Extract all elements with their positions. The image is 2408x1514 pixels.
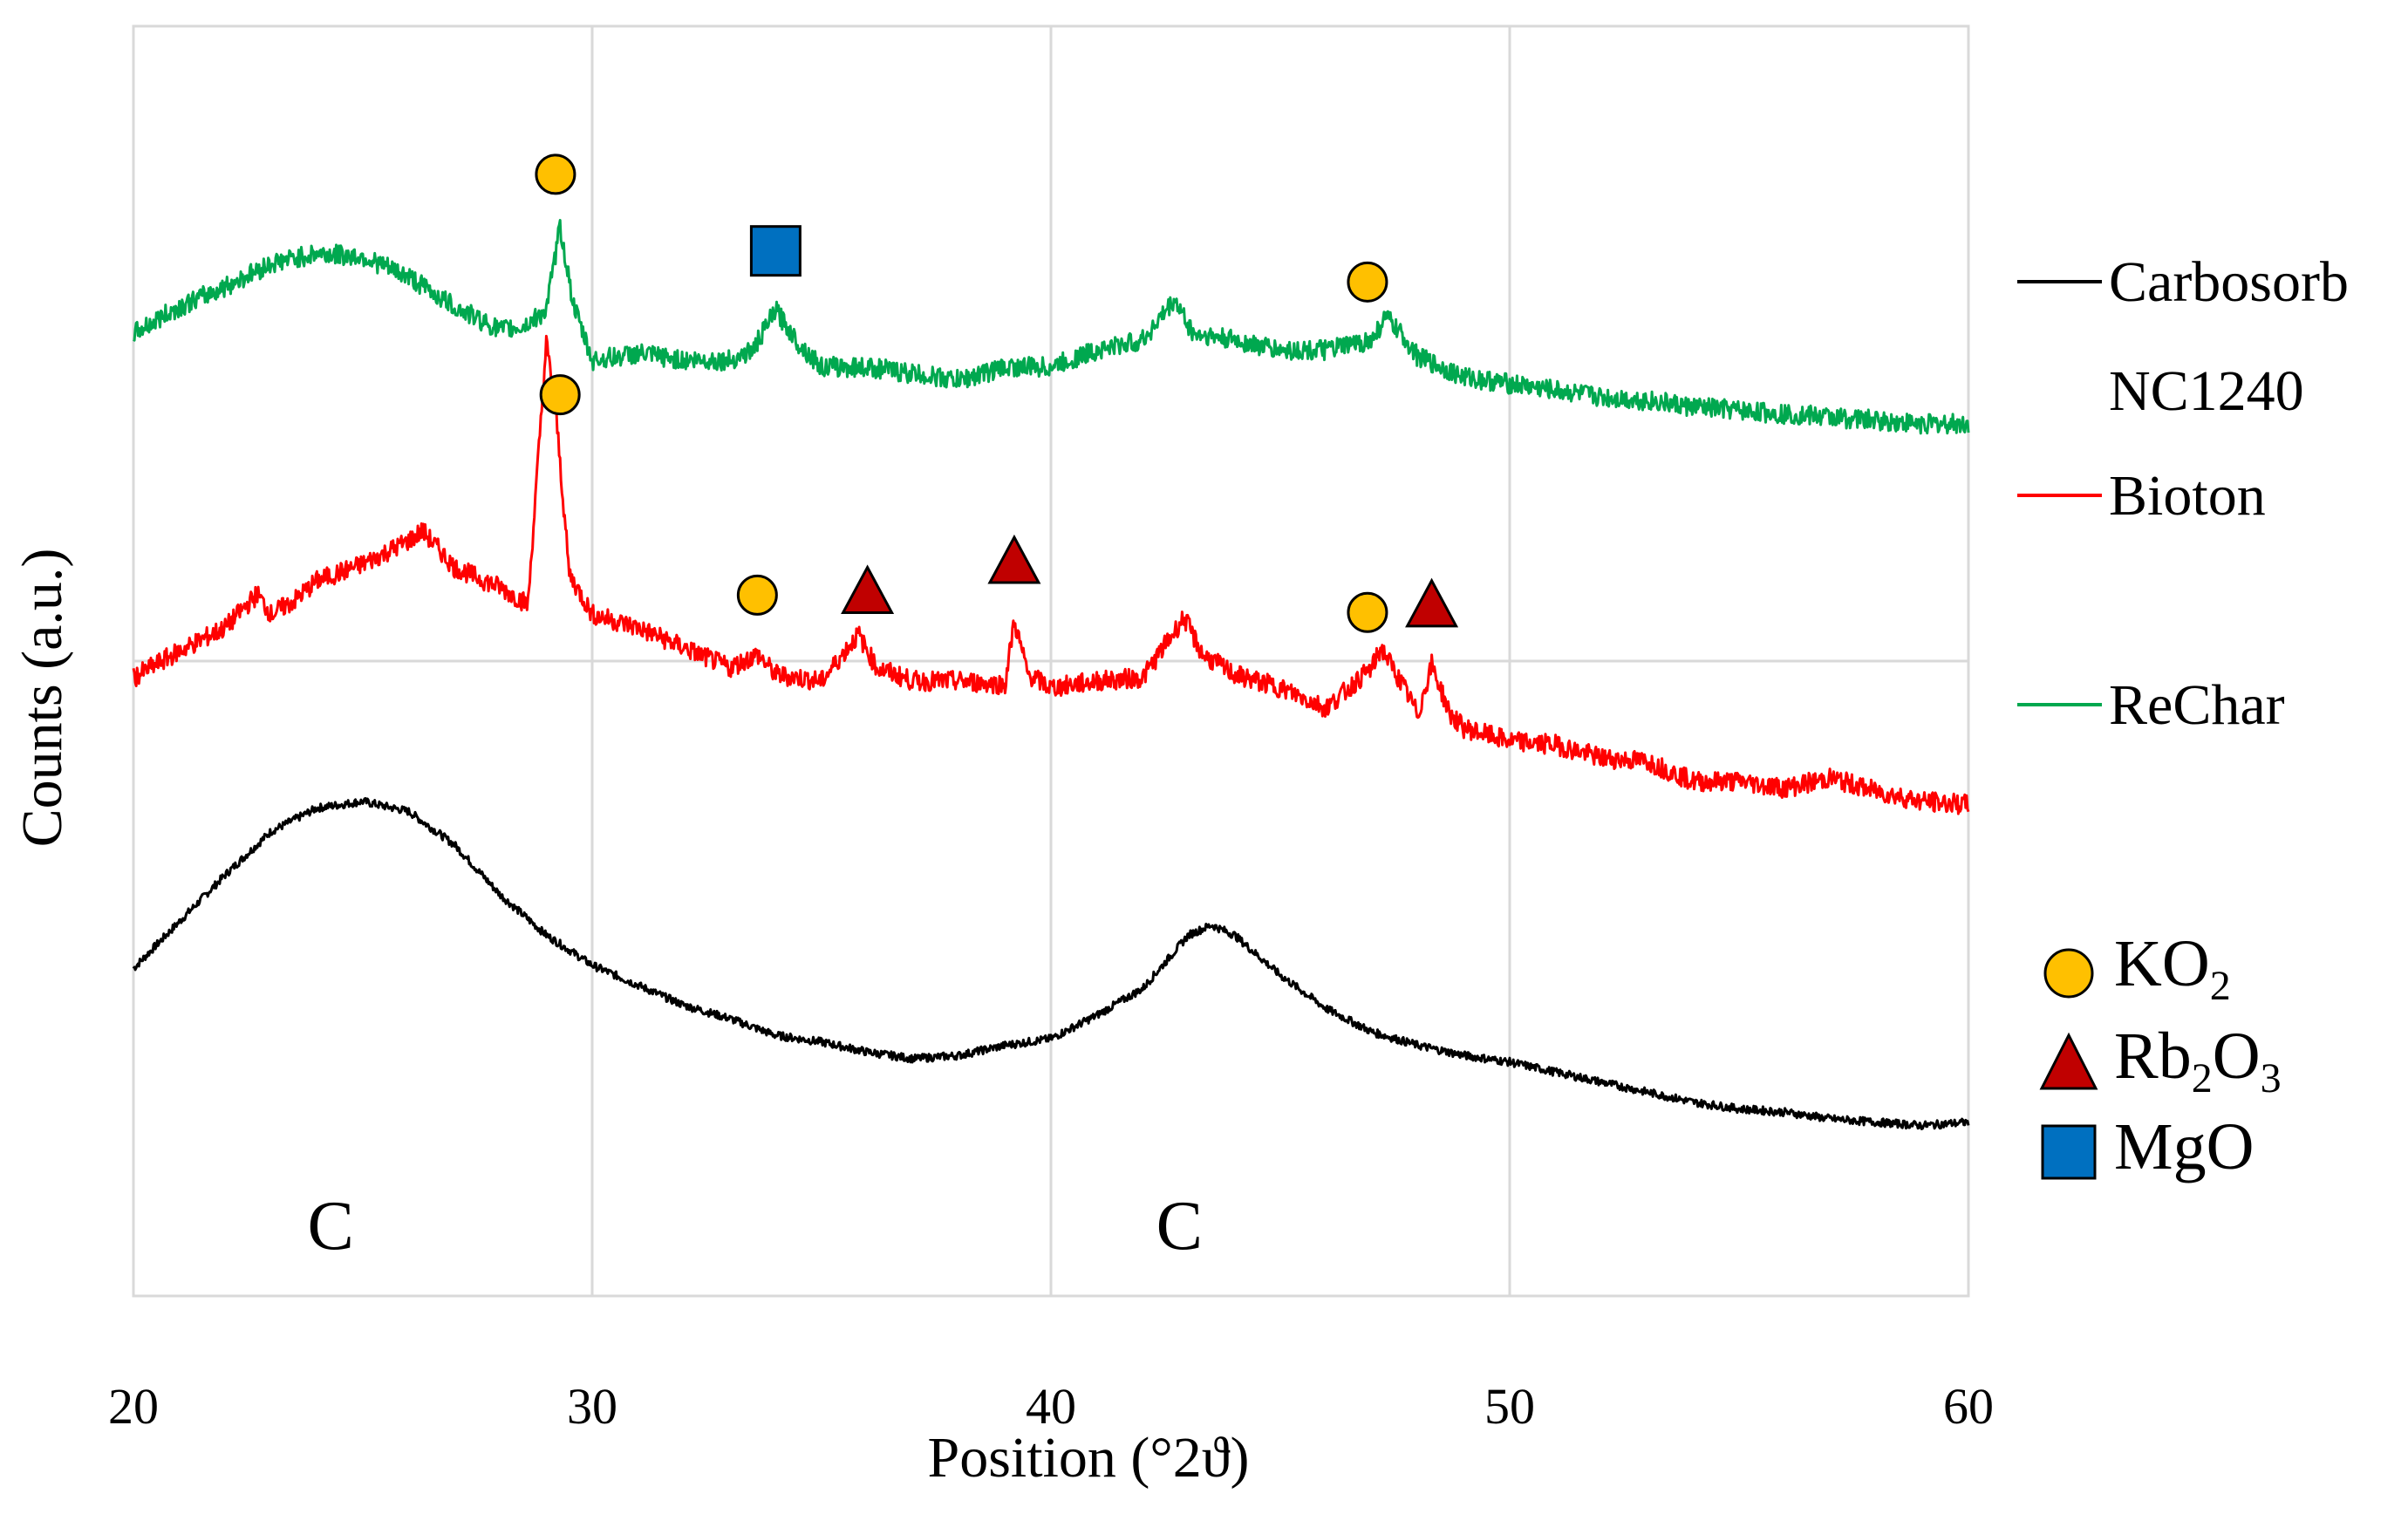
annotation-ko2-circle-icon	[736, 574, 778, 616]
marker-legend-label-mgo: MgO	[2114, 1110, 2254, 1183]
plot-area	[132, 24, 1970, 1298]
x-tick-label: 30	[567, 1378, 617, 1435]
annotation-ko2-circle-icon	[1347, 261, 1388, 303]
x-axis-title: Position (°2ϑ)	[928, 1426, 1250, 1490]
legend-label-carbosorb: Carbosorb	[2109, 250, 2349, 314]
marker-legend-label-rb2o3: Rb2O3	[2114, 1020, 2282, 1101]
annotation-layer	[535, 153, 1459, 633]
annotation-rb2o3-triangle-icon	[987, 534, 1041, 584]
series-line-bioton	[132, 334, 1970, 815]
annotation-rb2o3-triangle-icon	[841, 564, 895, 615]
gridlines	[133, 26, 1968, 1296]
marker-legend-label-ko2: KO2	[2114, 927, 2231, 1009]
peak-label-c-2: C	[1156, 1188, 1203, 1265]
legend-label-bioton: Bioton	[2109, 464, 2266, 528]
x-tick-label: 60	[1943, 1378, 1994, 1435]
x-tick-label: 40	[1026, 1378, 1076, 1435]
legend-label-nc1240: NC1240	[2109, 359, 2304, 423]
y-axis-title: Counts (a.u.)	[10, 549, 74, 848]
annotation-ko2-circle-icon	[535, 153, 576, 195]
x-tick-label: 50	[1484, 1378, 1535, 1435]
x-tick-label: 20	[108, 1378, 159, 1435]
phase-marker-legend: KO2 Rb2O3 MgO	[2039, 927, 2282, 1183]
peak-label-c-1: C	[308, 1188, 354, 1265]
annotation-rb2o3-triangle-icon	[1405, 577, 1459, 628]
series-legend: Carbosorb NC1240 Bioton ReChar	[2017, 250, 2349, 737]
annotation-mgo-square-icon	[749, 225, 802, 277]
rb2o3-triangle-icon	[2039, 1032, 2098, 1090]
series-line-rechar	[133, 219, 1970, 435]
series-line-carbosorb	[132, 797, 1970, 1130]
mgo-square-icon	[2041, 1124, 2097, 1180]
annotation-ko2-circle-icon	[539, 374, 581, 416]
annotation-ko2-circle-icon	[1347, 591, 1388, 633]
x-tick-labels: 20 30 40 50 60	[108, 1378, 1994, 1435]
ko2-circle-icon	[2043, 948, 2094, 999]
legend-label-rechar: ReChar	[2109, 673, 2285, 737]
series-layer	[132, 219, 1970, 1130]
